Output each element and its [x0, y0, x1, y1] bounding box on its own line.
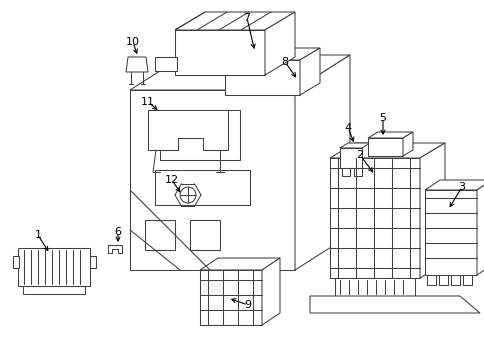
Polygon shape [261, 258, 279, 325]
Polygon shape [339, 148, 361, 168]
Polygon shape [199, 270, 261, 325]
Text: 3: 3 [457, 182, 465, 192]
Polygon shape [294, 55, 349, 270]
Polygon shape [225, 48, 319, 60]
Polygon shape [339, 143, 369, 148]
Polygon shape [329, 143, 444, 158]
Bar [462, 275, 471, 285]
Polygon shape [225, 60, 300, 95]
Polygon shape [367, 138, 402, 156]
Bar [23, 286, 85, 294]
Text: 11: 11 [141, 97, 155, 107]
Text: 8: 8 [281, 57, 288, 67]
Polygon shape [148, 110, 227, 150]
Polygon shape [126, 57, 148, 72]
Polygon shape [300, 48, 319, 95]
Text: 1: 1 [34, 230, 42, 240]
Bar [13, 256, 19, 268]
Polygon shape [130, 90, 294, 270]
Bar [190, 220, 220, 250]
Polygon shape [476, 180, 484, 275]
Text: 2: 2 [356, 150, 363, 160]
Bar [155, 170, 249, 205]
Bar [450, 275, 459, 285]
Bar [90, 256, 96, 268]
Text: 6: 6 [114, 227, 121, 237]
Bar [18, 248, 90, 286]
Polygon shape [367, 132, 412, 138]
Bar [438, 275, 447, 285]
Bar [160, 110, 240, 160]
Bar [353, 168, 361, 176]
Text: 12: 12 [165, 175, 179, 185]
Bar [145, 220, 175, 250]
Text: 9: 9 [244, 300, 251, 310]
Polygon shape [264, 12, 294, 75]
Polygon shape [402, 132, 412, 156]
Polygon shape [175, 12, 294, 30]
Text: 5: 5 [378, 113, 386, 123]
Polygon shape [175, 30, 264, 75]
Polygon shape [424, 180, 484, 190]
Text: 7: 7 [243, 13, 250, 23]
Polygon shape [108, 245, 122, 253]
Polygon shape [329, 158, 419, 278]
Polygon shape [130, 55, 349, 90]
Polygon shape [309, 296, 479, 313]
Bar [155, 57, 177, 71]
Bar [341, 168, 349, 176]
Text: 4: 4 [344, 123, 351, 133]
Polygon shape [424, 190, 476, 275]
Text: 10: 10 [126, 37, 140, 47]
Polygon shape [419, 143, 444, 278]
Polygon shape [199, 258, 279, 270]
Bar [334, 278, 414, 296]
Bar [426, 275, 435, 285]
